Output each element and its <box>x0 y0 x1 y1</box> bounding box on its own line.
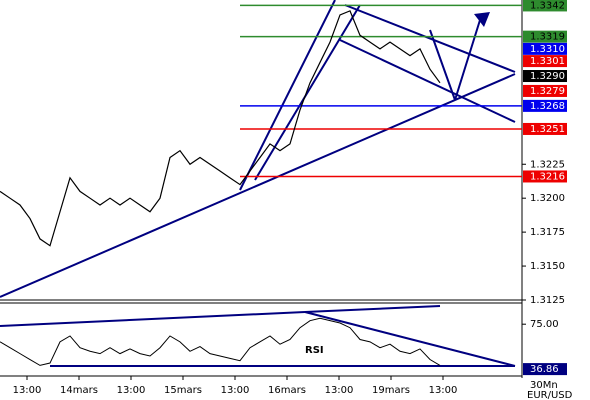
x-tick-label: 13:00 <box>13 385 42 396</box>
level-label: 1.3251 <box>530 124 565 135</box>
y-tick-label: 1.3175 <box>530 227 565 238</box>
level-box <box>523 122 567 135</box>
y-tick-label: 1.3200 <box>530 193 565 204</box>
x-tick-label: 19mars <box>372 385 410 396</box>
level-box <box>523 0 567 12</box>
x-tick-label: 13:00 <box>429 385 458 396</box>
level-label: 1.3268 <box>530 101 565 112</box>
y-tick-label: 1.3125 <box>530 295 565 306</box>
level-box <box>523 70 567 83</box>
level-box <box>523 55 567 68</box>
price-line <box>0 10 441 247</box>
x-tick-label: 13:00 <box>221 385 250 396</box>
arrow-head <box>474 12 490 27</box>
level-box <box>523 84 567 97</box>
x-tick-label: 14mars <box>60 385 98 396</box>
level-label: 1.3279 <box>530 86 565 97</box>
level-label: 1.3342 <box>530 0 565 11</box>
x-tick-label: 13:00 <box>117 385 146 396</box>
level-label: 1.3319 <box>530 32 565 43</box>
rsi-current-label: 36.86 <box>530 364 559 375</box>
y-tick-label: 1.3150 <box>530 261 565 272</box>
level-box <box>523 30 567 43</box>
level-label: 1.3301 <box>530 56 565 67</box>
x-tick-label: 15mars <box>164 385 202 396</box>
rsi-title: RSI <box>305 345 324 356</box>
rsi-tick-label: 75.00 <box>530 319 559 330</box>
level-box <box>523 42 567 55</box>
level-box <box>523 170 567 183</box>
x-tick-label: 13:00 <box>325 385 354 396</box>
level-box <box>523 99 567 112</box>
symbol: EUR/USD <box>527 390 573 400</box>
y-tick-label: 1.3225 <box>530 159 565 170</box>
level-label: 1.3310 <box>530 44 565 55</box>
rsi-line <box>0 317 441 366</box>
x-tick-label: 16mars <box>268 385 306 396</box>
rsi-current-box <box>523 363 567 376</box>
level-label: 1.3216 <box>530 171 565 182</box>
timeframe: 30Mn <box>530 380 558 391</box>
trendlines <box>0 0 516 367</box>
level-label: 1.3290 <box>530 71 565 82</box>
